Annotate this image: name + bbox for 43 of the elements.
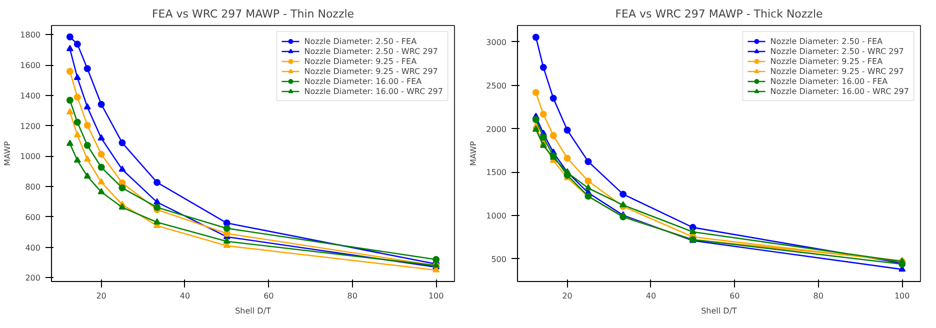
y-tick-label: 2500	[486, 81, 506, 90]
x-tick-label: 40	[180, 292, 190, 300]
x-tick-label: 20	[562, 292, 572, 300]
legend-label: Nozzle Diameter: 2.50 - WRC 297	[770, 46, 904, 56]
y-tick-label: 1500	[486, 168, 506, 178]
y-tick-label: 2000	[486, 124, 506, 134]
y-axis-title: MAWP	[469, 140, 478, 166]
chart-title: FEA vs WRC 297 MAWP - Thin Nozzle	[152, 8, 354, 20]
x-tick-label: 60	[264, 292, 274, 300]
x-tick-label: 60	[730, 292, 740, 300]
legend-label: Nozzle Diameter: 16.00 - WRC 297	[770, 86, 909, 96]
y-tick-label: 1000	[20, 152, 40, 162]
x-tick-label: 100	[428, 292, 444, 300]
legend-label: Nozzle Diameter: 16.00 - FEA	[304, 76, 422, 86]
legend-label: Nozzle Diameter: 9.25 - WRC 297	[304, 66, 438, 76]
legend-label: Nozzle Diameter: 16.00 - FEA	[770, 76, 888, 86]
y-tick-label: 1400	[20, 91, 40, 100]
y-tick-label: 600	[25, 212, 41, 222]
legend-label: Nozzle Diameter: 16.00 - WRC 297	[304, 86, 443, 96]
y-tick-label: 1800	[20, 30, 40, 40]
y-tick-label: 800	[25, 182, 41, 192]
x-tick-label: 20	[96, 292, 106, 300]
y-tick-label: 1600	[20, 61, 40, 70]
y-tick-label: 1000	[486, 212, 506, 221]
y-tick-label: 1200	[20, 122, 40, 131]
legend-label: Nozzle Diameter: 2.50 - FEA	[304, 36, 417, 46]
y-tick-label: 3000	[486, 38, 506, 47]
y-axis-title: MAWP	[3, 140, 12, 166]
x-axis-title: Shell D/T	[235, 306, 272, 316]
legend-label: Nozzle Diameter: 2.50 - FEA	[770, 36, 883, 46]
chart-title: FEA vs WRC 297 MAWP - Thick Nozzle	[615, 8, 824, 20]
x-tick-label: 80	[347, 292, 358, 300]
legend-label: Nozzle Diameter: 9.25 - WRC 297	[770, 66, 904, 76]
x-tick-label: 100	[894, 292, 910, 300]
x-axis-title: Shell D/T	[701, 306, 738, 316]
legend-label: Nozzle Diameter: 9.25 - FEA	[304, 56, 417, 66]
y-tick-label: 500	[491, 254, 507, 264]
legend-label: Nozzle Diameter: 2.50 - WRC 297	[304, 46, 438, 56]
x-tick-label: 40	[646, 292, 656, 300]
y-tick-label: 200	[25, 274, 41, 283]
legend-label: Nozzle Diameter: 9.25 - FEA	[770, 56, 883, 66]
y-tick-label: 400	[25, 243, 41, 252]
x-tick-label: 80	[813, 292, 824, 300]
